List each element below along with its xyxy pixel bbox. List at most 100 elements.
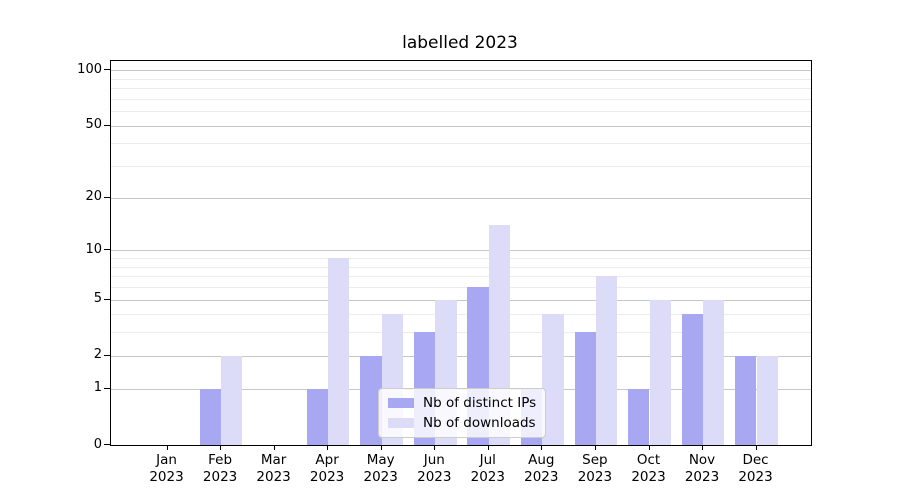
gridline-major-5 <box>111 299 811 301</box>
x-tick-month-mar: Mar <box>260 452 287 468</box>
y-tick-mark-10 <box>104 249 110 251</box>
gridline-minor-9 <box>111 258 811 259</box>
x-tick-label-sep: Sep 2023 <box>563 452 627 485</box>
y-tick-label-100: 100 <box>77 61 102 77</box>
bar-downloads-sep <box>595 276 618 445</box>
bar-distinct-ips-feb <box>199 388 222 445</box>
x-tick-month-apr: Apr <box>315 452 339 468</box>
y-tick-label-5: 5 <box>93 291 102 306</box>
x-tick-label-nov: Nov 2023 <box>670 452 734 485</box>
x-tick-mark-oct <box>648 445 650 450</box>
legend: Nb of distinct IPs Nb of downloads <box>378 388 547 438</box>
x-tick-month-jun: Jun <box>423 452 445 468</box>
bar-downloads-aug <box>542 314 564 445</box>
legend-swatch-distinct-ips <box>388 398 414 408</box>
x-tick-year-jan: 2023 <box>149 468 184 485</box>
y-tick-label-20: 20 <box>85 189 102 205</box>
y-tick-label-0: 0 <box>93 436 102 452</box>
x-tick-month-jul: Jul <box>479 452 496 468</box>
x-tick-mark-nov <box>702 445 703 450</box>
gridline-minor-3 <box>111 332 811 334</box>
y-tick-label-1: 1 <box>93 380 102 396</box>
x-tick-month-jan: Jan <box>156 452 177 468</box>
gridline-minor-90 <box>111 78 811 80</box>
x-tick-mark-aug <box>541 445 543 450</box>
bar-distinct-ips-apr <box>306 388 329 445</box>
x-tick-year-oct: 2023 <box>631 468 666 485</box>
chart-title: labelled 2023 <box>402 33 518 53</box>
x-tick-year-jun: 2023 <box>417 468 452 485</box>
x-tick-mark-apr <box>327 445 329 450</box>
gridline-minor-60 <box>111 111 811 113</box>
x-tick-month-sep: Sep <box>582 452 608 468</box>
bar-distinct-ips-sep <box>574 332 596 445</box>
x-tick-month-may: May <box>366 452 395 468</box>
x-tick-label-dec: Dec 2023 <box>724 452 788 485</box>
x-tick-month-feb: Feb <box>208 452 233 468</box>
legend-label-downloads: Nb of downloads <box>423 415 536 431</box>
x-tick-mark-jul <box>487 445 489 450</box>
legend-swatch-downloads <box>388 418 414 428</box>
x-tick-mark-dec <box>755 445 757 450</box>
gridline-major-50 <box>111 125 811 127</box>
gridline-major-20 <box>111 197 811 199</box>
x-tick-year-mar: 2023 <box>256 468 291 485</box>
legend-item-downloads: Nb of downloads <box>388 415 536 431</box>
y-tick-mark-1 <box>104 387 110 389</box>
bar-distinct-ips-dec <box>735 355 757 445</box>
x-tick-mark-feb <box>220 445 222 450</box>
y-tick-mark-0 <box>104 444 110 445</box>
y-tick-mark-20 <box>104 196 110 198</box>
x-tick-label-aug: Aug 2023 <box>509 452 573 485</box>
gridline-minor-7 <box>111 276 811 278</box>
x-tick-label-feb: Feb 2023 <box>188 452 252 485</box>
y-tick-label-50: 50 <box>85 117 102 133</box>
bar-distinct-ips-may <box>360 355 382 445</box>
x-tick-mark-mar <box>273 445 275 450</box>
x-tick-month-aug: Aug <box>528 452 555 468</box>
x-tick-label-may: May 2023 <box>349 452 413 485</box>
bar-downloads-feb <box>221 355 243 445</box>
bar-downloads-dec <box>756 355 778 445</box>
y-tick-mark-100 <box>104 69 110 71</box>
bar-distinct-ips-nov <box>681 314 703 445</box>
y-tick-label-10: 10 <box>85 241 102 257</box>
gridline-minor-4 <box>111 314 811 316</box>
gridline-minor-80 <box>111 88 811 90</box>
bar-downloads-apr <box>328 258 350 445</box>
y-tick-label-2: 2 <box>93 347 102 363</box>
x-tick-mark-may <box>380 445 382 450</box>
x-tick-month-dec: Dec <box>742 452 769 468</box>
x-tick-label-mar: Mar 2023 <box>242 452 306 485</box>
bar-downloads-oct <box>649 299 671 445</box>
gridline-minor-8 <box>111 266 811 268</box>
bar-downloads-nov <box>703 299 725 445</box>
bar-distinct-ips-oct <box>628 388 650 445</box>
x-tick-label-oct: Oct 2023 <box>617 452 681 485</box>
x-tick-label-jun: Jun 2023 <box>402 452 466 485</box>
gridline-minor-30 <box>111 166 811 168</box>
plot-area <box>110 60 812 446</box>
x-tick-year-sep: 2023 <box>577 468 613 485</box>
gridline-minor-6 <box>111 287 811 288</box>
gridline-major-2 <box>111 355 811 357</box>
x-tick-year-dec: 2023 <box>738 468 773 485</box>
y-tick-mark-5 <box>104 298 110 300</box>
x-tick-year-nov: 2023 <box>684 468 720 485</box>
legend-label-distinct-ips: Nb of distinct IPs <box>423 395 537 411</box>
x-tick-label-jan: Jan 2023 <box>135 452 199 485</box>
x-tick-label-jul: Jul 2023 <box>456 452 520 485</box>
gridline-minor-40 <box>111 143 811 145</box>
y-tick-mark-2 <box>104 354 110 356</box>
x-tick-mark-sep <box>594 445 596 450</box>
x-tick-year-apr: 2023 <box>309 468 345 485</box>
x-tick-year-feb: 2023 <box>202 468 238 485</box>
y-tick-mark-50 <box>104 124 110 126</box>
gridline-minor-70 <box>111 98 811 100</box>
gridline-major-10 <box>111 250 811 252</box>
x-tick-month-oct: Oct <box>636 452 661 468</box>
x-tick-mark-jan <box>166 445 168 450</box>
x-tick-year-may: 2023 <box>363 468 398 485</box>
x-tick-year-aug: 2023 <box>524 468 559 485</box>
